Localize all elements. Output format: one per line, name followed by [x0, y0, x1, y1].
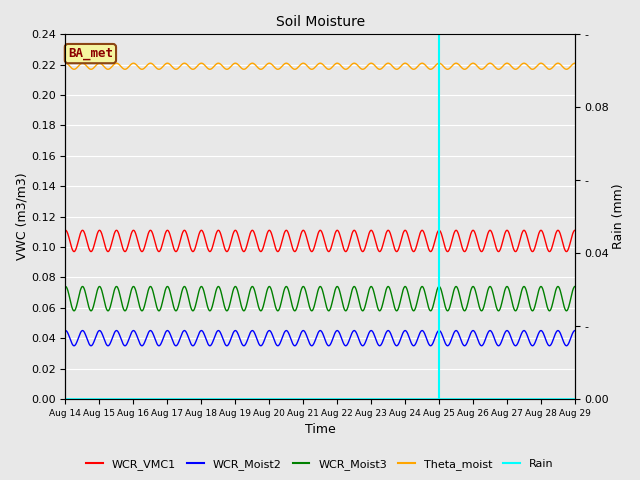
WCR_VMC1: [333, 228, 341, 233]
WCR_VMC1: [571, 228, 579, 233]
WCR_VMC1: [163, 228, 170, 234]
X-axis label: Time: Time: [305, 423, 335, 436]
WCR_Moist3: [163, 285, 170, 290]
WCR_VMC1: [511, 249, 519, 254]
WCR_Moist2: [342, 343, 349, 348]
WCR_Moist3: [232, 284, 239, 289]
Rain: [61, 396, 69, 402]
WCR_Moist3: [466, 291, 474, 297]
WCR_Moist3: [342, 308, 349, 314]
Theta_moist: [511, 66, 519, 72]
WCR_Moist3: [511, 308, 519, 313]
WCR_Moist3: [175, 302, 182, 308]
Theta_moist: [333, 60, 341, 66]
WCR_Moist2: [61, 328, 69, 334]
WCR_Moist2: [399, 329, 407, 335]
WCR_Moist3: [399, 286, 407, 292]
WCR_Moist3: [61, 284, 69, 289]
WCR_VMC1: [342, 249, 349, 254]
WCR_Moist2: [163, 328, 170, 334]
Theta_moist: [399, 61, 407, 67]
WCR_Moist2: [333, 328, 341, 334]
Theta_moist: [342, 66, 349, 72]
Rain: [510, 396, 518, 402]
Theta_moist: [61, 60, 69, 66]
Theta_moist: [232, 60, 239, 66]
WCR_VMC1: [61, 228, 69, 233]
Legend: WCR_VMC1, WCR_Moist2, WCR_Moist3, Theta_moist, Rain: WCR_VMC1, WCR_Moist2, WCR_Moist3, Theta_…: [82, 455, 558, 474]
WCR_Moist3: [333, 284, 341, 289]
Y-axis label: Rain (mm): Rain (mm): [612, 184, 625, 250]
WCR_Moist2: [511, 343, 519, 348]
Theta_moist: [163, 60, 170, 66]
Rain: [175, 396, 182, 402]
WCR_VMC1: [466, 234, 474, 240]
WCR_Moist2: [232, 328, 239, 334]
Line: Theta_moist: Theta_moist: [65, 63, 575, 69]
Rain: [163, 396, 170, 402]
WCR_Moist3: [571, 284, 579, 289]
WCR_VMC1: [175, 244, 182, 250]
WCR_VMC1: [232, 228, 239, 233]
Theta_moist: [571, 60, 579, 66]
Line: WCR_VMC1: WCR_VMC1: [65, 230, 575, 252]
WCR_Moist2: [175, 339, 182, 345]
Theta_moist: [466, 62, 474, 68]
Y-axis label: VWC (m3/m3): VWC (m3/m3): [15, 173, 28, 261]
Theta_moist: [175, 65, 182, 71]
Line: WCR_Moist2: WCR_Moist2: [65, 331, 575, 346]
Text: BA_met: BA_met: [68, 47, 113, 60]
WCR_Moist2: [466, 332, 474, 338]
WCR_VMC1: [399, 229, 407, 235]
Title: Soil Moisture: Soil Moisture: [275, 15, 365, 29]
Rain: [399, 396, 406, 402]
Rain: [465, 396, 473, 402]
Rain: [232, 396, 239, 402]
WCR_Moist2: [571, 328, 579, 334]
Line: WCR_Moist3: WCR_Moist3: [65, 287, 575, 311]
Rain: [571, 396, 579, 402]
